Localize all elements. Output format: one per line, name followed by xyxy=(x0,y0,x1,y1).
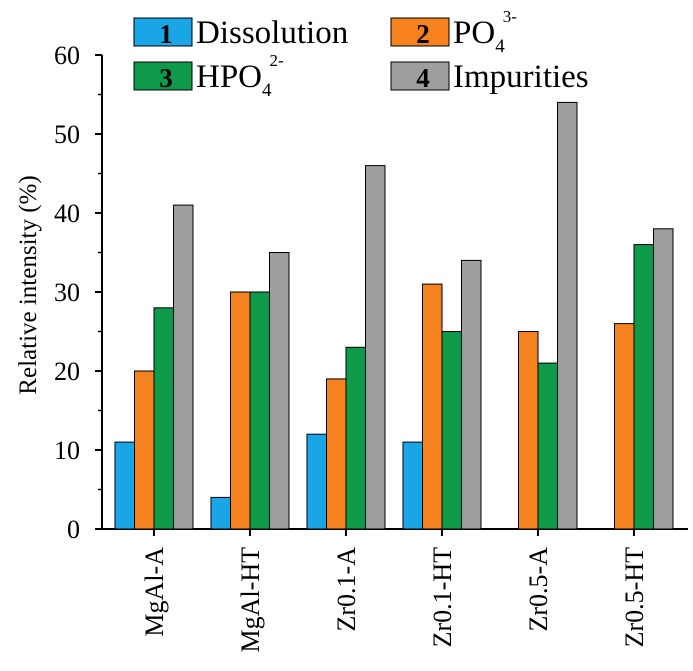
legend-item-3: 3 HPO42- xyxy=(133,51,284,101)
legend-swatch xyxy=(390,61,450,91)
x-tick-label: Zr0.5-HT xyxy=(620,547,649,647)
legend-label: HPO42- xyxy=(196,51,284,101)
x-tick-label: Zr0.1-HT xyxy=(428,547,457,647)
bar-2-zr0-5-a xyxy=(518,331,539,530)
bar-2-zr0-5-ht xyxy=(614,323,635,530)
y-tick-label: 40 xyxy=(54,199,80,228)
x-tick-label: Zr0.5-A xyxy=(524,547,553,632)
bar-4-mgal-a xyxy=(173,204,194,530)
legend-item-4: 4 Impurities xyxy=(390,59,589,95)
y-tick-label: 60 xyxy=(54,41,80,70)
bar-2-mgal-ht xyxy=(230,291,251,530)
x-axis: MgAl-A MgAl-HT Zr0.1-A Zr0.1-HT Zr0.5-A Zr0.5… xyxy=(102,528,688,653)
y-tick-label: 50 xyxy=(54,120,80,149)
bar-1-mgal-a xyxy=(114,441,135,530)
legend-swatch xyxy=(133,17,193,47)
bars-group xyxy=(114,101,674,530)
bar-3-mgal-ht xyxy=(249,291,270,530)
x-tick-label: MgAl-A xyxy=(140,547,169,637)
y-tick-label: 0 xyxy=(67,515,80,544)
bar-4-zr0-1-ht xyxy=(461,259,482,530)
legend-number: 2 xyxy=(416,19,430,49)
bar-4-zr0-1-a xyxy=(365,165,386,530)
x-tick-label: MgAl-HT xyxy=(236,547,265,653)
bar-3-zr0-1-ht xyxy=(441,331,462,530)
bar-2-zr0-1-a xyxy=(326,378,347,530)
bar-3-mgal-a xyxy=(153,307,174,530)
legend-item-2: 2 PO43- xyxy=(390,7,517,57)
bar-3-zr0-5-a xyxy=(537,362,558,530)
bar-4-zr0-5-ht xyxy=(653,228,674,530)
bar-4-zr0-5-a xyxy=(557,101,578,530)
x-tick-label: Zr0.1-A xyxy=(332,547,361,632)
legend-label: Impurities xyxy=(453,59,589,95)
legend-item-1: 1 Dissolution xyxy=(133,15,348,51)
legend-label: PO43- xyxy=(453,7,517,57)
y-tick-label: 20 xyxy=(54,357,80,386)
bar-3-zr0-1-a xyxy=(345,346,366,530)
bar-3-zr0-5-ht xyxy=(633,244,654,530)
legend-number: 3 xyxy=(159,63,173,93)
legend: 1 Dissolution 2 PO43- 3 HPO42- 4 Impurities xyxy=(133,7,589,101)
y-tick-label: 10 xyxy=(54,436,80,465)
bar-1-zr0-1-ht xyxy=(402,441,423,530)
legend-number: 1 xyxy=(159,19,173,49)
bar-2-zr0-1-ht xyxy=(422,283,443,530)
bar-2-mgal-a xyxy=(134,370,155,530)
y-tick-label: 30 xyxy=(54,278,80,307)
bar-4-mgal-ht xyxy=(269,252,290,530)
legend-swatch xyxy=(133,61,193,91)
legend-label: Dissolution xyxy=(196,15,348,51)
legend-swatch xyxy=(390,17,450,47)
y-axis: 0 10 20 30 40 50 60 xyxy=(54,41,103,544)
y-axis-label: Relative intensity (%) xyxy=(15,175,42,394)
bar-1-zr0-1-a xyxy=(306,433,327,530)
legend-number: 4 xyxy=(416,63,430,93)
bar-1-mgal-ht xyxy=(210,496,231,530)
